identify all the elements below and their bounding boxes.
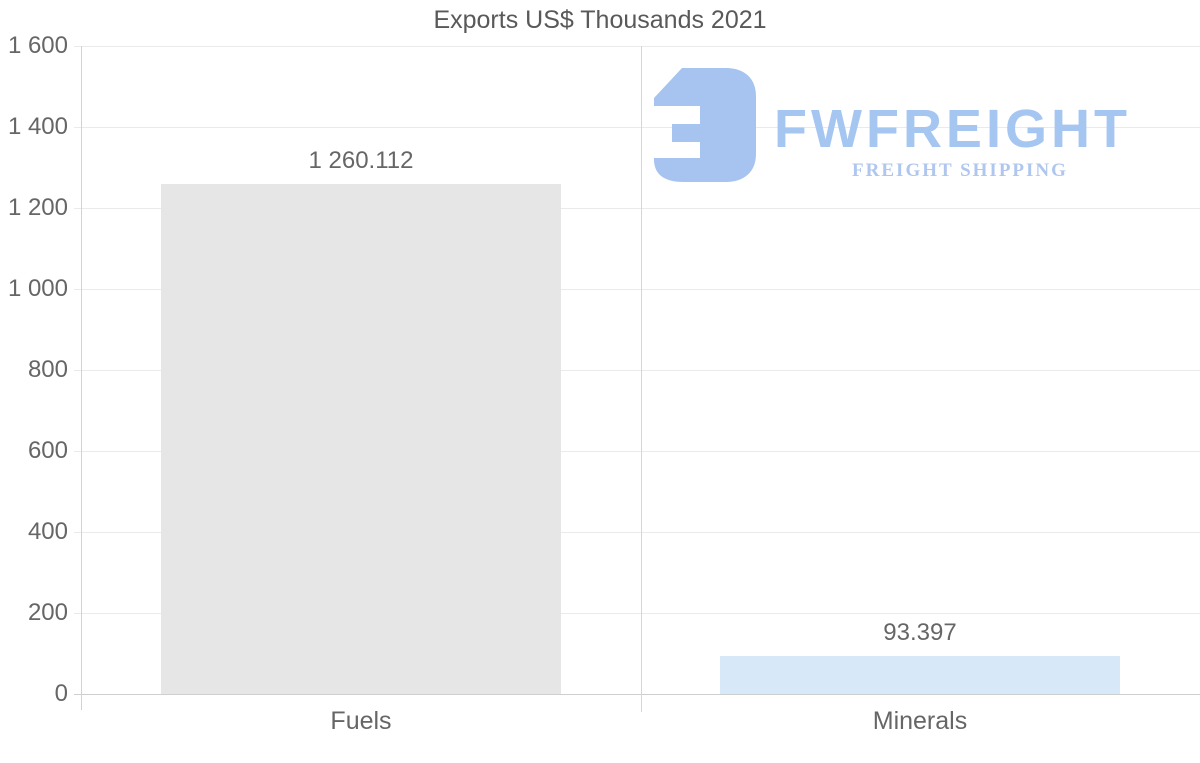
y-axis-tick-label: 1 600	[7, 32, 68, 59]
chart-title: Exports US$ Thousands 2021	[433, 6, 767, 34]
y-axis-tick-label: 200	[27, 599, 68, 626]
y-gridline	[74, 451, 1200, 452]
category-label-minerals: Minerals	[872, 707, 968, 735]
x-axis-baseline	[74, 694, 1200, 695]
y-axis-tick-label: 1 000	[7, 275, 68, 302]
logo-tagline-text: FREIGHT SHIPPING	[852, 160, 1068, 181]
y-gridline	[74, 370, 1200, 371]
bar-fuels[interactable]	[161, 184, 561, 694]
value-label-fuels: 1 260.112	[308, 147, 414, 174]
y-gridline	[74, 127, 1200, 128]
y-axis-tick-label: 800	[27, 356, 68, 383]
y-gridline	[74, 532, 1200, 533]
y-axis-tick-label: 400	[27, 518, 68, 545]
bar-minerals[interactable]	[720, 656, 1120, 694]
y-axis-tick-label: 600	[27, 437, 68, 464]
y-axis-tick-label: 1 200	[7, 194, 68, 221]
logo-brand-text: FWFREIGHT	[774, 99, 1131, 159]
y-axis-tick-label: 1 400	[7, 113, 68, 140]
y-gridline	[74, 208, 1200, 209]
y-gridline	[74, 289, 1200, 290]
y-gridline	[74, 46, 1200, 47]
category-label-fuels: Fuels	[330, 707, 392, 735]
value-label-minerals: 93.397	[883, 619, 957, 646]
category-separator-line	[641, 46, 642, 712]
y-axis-tick-label: 0	[54, 680, 68, 707]
y-axis-line	[81, 46, 82, 710]
fwfreight-logo-icon	[654, 68, 756, 182]
logo: FWFREIGHT FREIGHT SHIPPING	[648, 66, 1148, 191]
y-gridline	[74, 613, 1200, 614]
